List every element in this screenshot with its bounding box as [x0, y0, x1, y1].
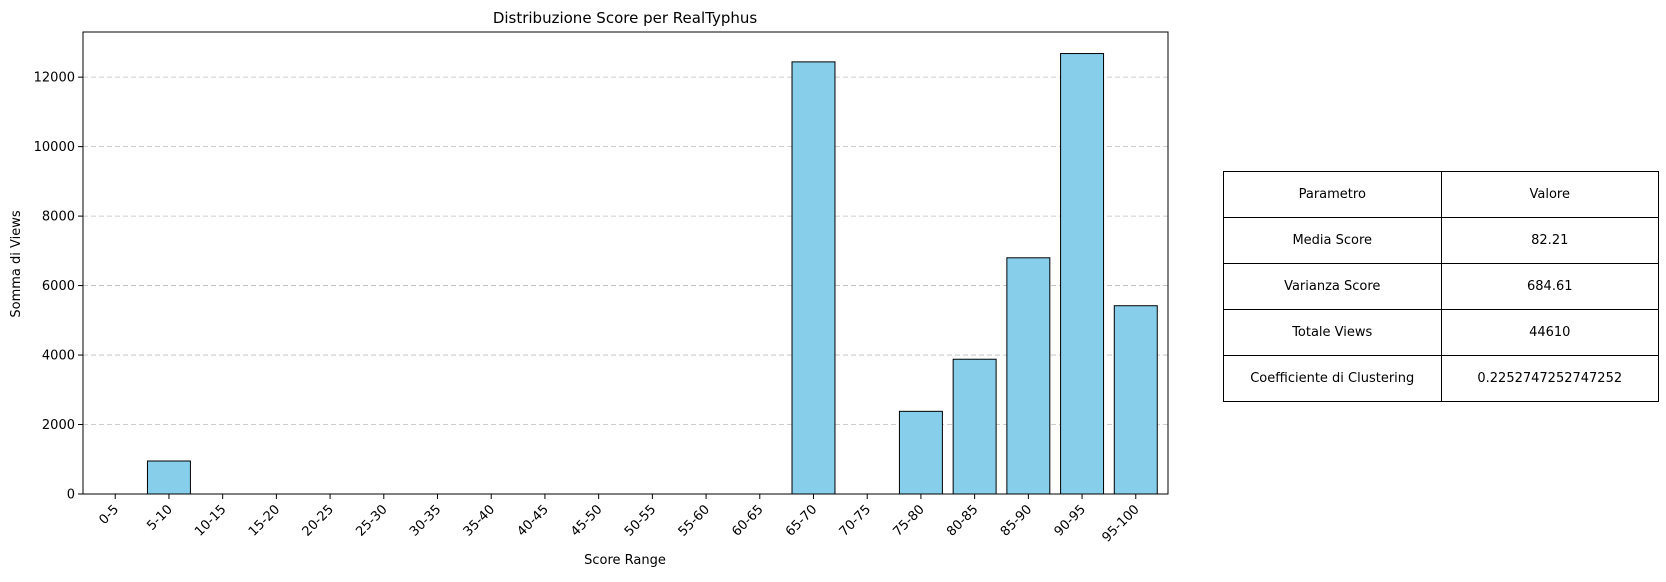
x-tick-label: 20-25: [300, 502, 337, 539]
bar-5-10: [146, 460, 191, 495]
table-cell-value: 44610: [1440, 309, 1659, 356]
table-header-row: Parametro Valore: [1223, 171, 1659, 218]
bar-65-70: [791, 61, 836, 495]
y-tick-label: 2000: [42, 418, 75, 433]
bar-85-90: [1006, 257, 1051, 495]
x-tick-label: 95-100: [1099, 502, 1142, 545]
y-tick-label: 10000: [34, 140, 75, 155]
y-axis-label: Somma di Views: [9, 210, 24, 317]
table-cell-param: Totale Views: [1223, 309, 1442, 356]
table-row: Media Score 82.21: [1223, 217, 1659, 264]
y-tick-label: 12000: [34, 71, 75, 86]
x-tick-label: 85-90: [998, 502, 1035, 539]
x-axis-label: Score Range: [584, 553, 666, 568]
x-tick-label: 70-75: [837, 502, 874, 539]
table-cell-param: Coefficiente di Clustering: [1223, 355, 1442, 402]
bar-80-85: [952, 358, 997, 495]
x-tick-label: 15-20: [246, 502, 283, 539]
x-tick-label: 65-70: [783, 502, 820, 539]
table-cell-value: 684.61: [1440, 263, 1659, 310]
x-tick-label: 55-60: [676, 502, 713, 539]
x-tick-label: 5-10: [144, 502, 175, 533]
table-cell-param: Varianza Score: [1223, 263, 1442, 310]
x-axis: 0-5 5-10 10-15 15-20 20-25 25-30 30-35 35-40 40-…: [96, 494, 1143, 545]
table-row: Varianza Score 684.61: [1223, 263, 1659, 310]
y-tick-label: 6000: [42, 279, 75, 294]
x-tick-label: 75-80: [890, 502, 927, 539]
grid-layer: [83, 76, 1168, 425]
x-tick-label: 40-45: [514, 502, 551, 539]
table-row: Coefficiente di Clustering 0.22527472527…: [1223, 355, 1659, 402]
bar-95-100: [1113, 305, 1158, 495]
stats-table: Parametro Valore Media Score 82.21 Varia…: [1223, 171, 1659, 402]
y-tick-label: 4000: [42, 349, 75, 364]
x-tick-label: 50-55: [622, 502, 659, 539]
table-header-cell: Valore: [1440, 171, 1659, 218]
bar-90-95: [1060, 53, 1105, 495]
table-row: Totale Views 44610: [1223, 309, 1659, 356]
x-tick-label: 30-35: [407, 502, 444, 539]
x-tick-label: 80-85: [944, 502, 981, 539]
x-tick-label: 90-95: [1052, 502, 1089, 539]
bar-75-80: [898, 410, 943, 495]
x-tick-label: 10-15: [192, 502, 229, 539]
x-tick-label: 25-30: [353, 502, 390, 539]
table-cell-value: 0.2252747252747252: [1440, 355, 1659, 402]
y-axis: 0 2000 4000 6000 8000 10000 12000: [34, 71, 83, 503]
plot-frame: [82, 31, 1169, 495]
y-tick-label: 8000: [42, 210, 75, 225]
x-tick-label: 35-40: [461, 502, 498, 539]
bars-layer: [146, 53, 1158, 495]
table-cell-param: Media Score: [1223, 217, 1442, 264]
x-tick-label: 0-5: [96, 502, 122, 528]
table-cell-value: 82.21: [1440, 217, 1659, 264]
x-tick-label: 60-65: [729, 502, 766, 539]
table-header-cell: Parametro: [1223, 171, 1442, 218]
y-tick-label: 0: [67, 488, 75, 503]
x-tick-label: 45-50: [568, 502, 605, 539]
chart-title: Distribuzione Score per RealTyphus: [493, 9, 758, 27]
